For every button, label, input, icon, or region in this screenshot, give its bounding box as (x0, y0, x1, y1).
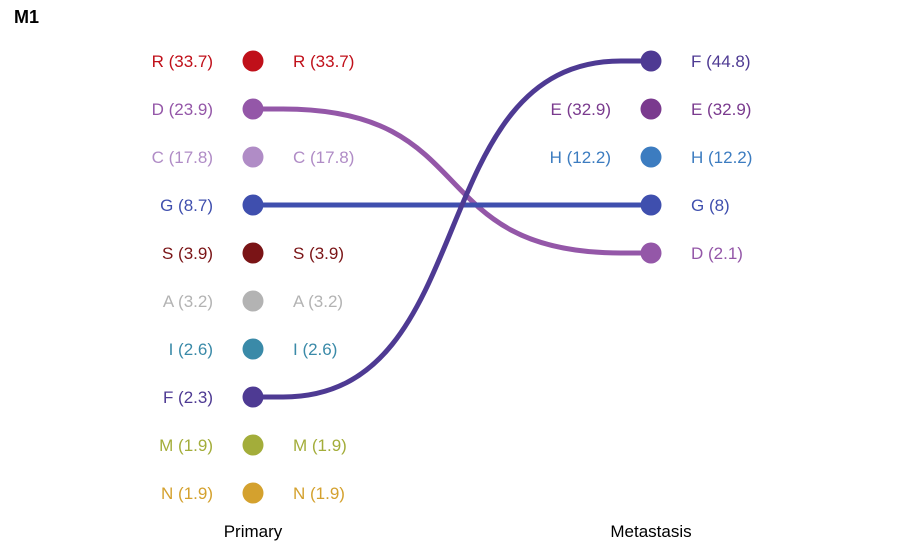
metastasis-label-d: D (2.1) (691, 244, 743, 263)
primary-dot-i (242, 338, 264, 360)
primary-dot-a (242, 290, 264, 312)
link-d (250, 106, 654, 256)
metastasis-label-left-e: E (32.9) (551, 100, 611, 119)
metastasis-dot-g (640, 194, 662, 216)
primary-column-label: Primary (224, 522, 283, 541)
primary-label-right-r: R (33.7) (293, 52, 354, 71)
primary-dot-r (242, 50, 264, 72)
primary-dot-n (242, 482, 264, 504)
primary-label-right-c: C (17.8) (293, 148, 354, 167)
primary-label-c: C (17.8) (152, 148, 213, 167)
metastasis-dot-f (640, 50, 662, 72)
primary-dot-m (242, 434, 264, 456)
primary-dot-f (242, 386, 264, 408)
primary-label-d: D (23.9) (152, 100, 213, 119)
primary-label-r: R (33.7) (152, 52, 213, 71)
metastasis-dot-e (640, 98, 662, 120)
primary-label-s: S (3.9) (162, 244, 213, 263)
metastasis-label-e: E (32.9) (691, 100, 751, 119)
metastasis-label-h: H (12.2) (691, 148, 752, 167)
primary-dot-g (242, 194, 264, 216)
primary-label-a: A (3.2) (163, 292, 213, 311)
primary-label-m: M (1.9) (159, 436, 213, 455)
link-layer (250, 58, 654, 400)
metastasis-dot-h (640, 146, 662, 168)
node-layer: R (33.7) R (33.7) D (23.9) C (17.8) C (17.8)… (152, 50, 752, 504)
primary-label-right-a: A (3.2) (293, 292, 343, 311)
primary-label-g: G (8.7) (160, 196, 213, 215)
primary-dot-d (242, 98, 264, 120)
metastasis-label-f: F (44.8) (691, 52, 751, 71)
metastasis-label-left-h: H (12.2) (550, 148, 611, 167)
metastasis-label-g: G (8) (691, 196, 730, 215)
metastasis-dot-d (640, 242, 662, 264)
metastasis-column-label: Metastasis (610, 522, 691, 541)
primary-dot-s (242, 242, 264, 264)
primary-label-f: F (2.3) (163, 388, 213, 407)
chart-title: M1 (14, 7, 39, 27)
primary-label-right-s: S (3.9) (293, 244, 344, 263)
primary-dot-c (242, 146, 264, 168)
primary-label-right-m: M (1.9) (293, 436, 347, 455)
primary-label-i: I (2.6) (169, 340, 213, 359)
primary-label-n: N (1.9) (161, 484, 213, 503)
link-f (250, 58, 654, 400)
primary-label-right-n: N (1.9) (293, 484, 345, 503)
primary-label-right-i: I (2.6) (293, 340, 337, 359)
